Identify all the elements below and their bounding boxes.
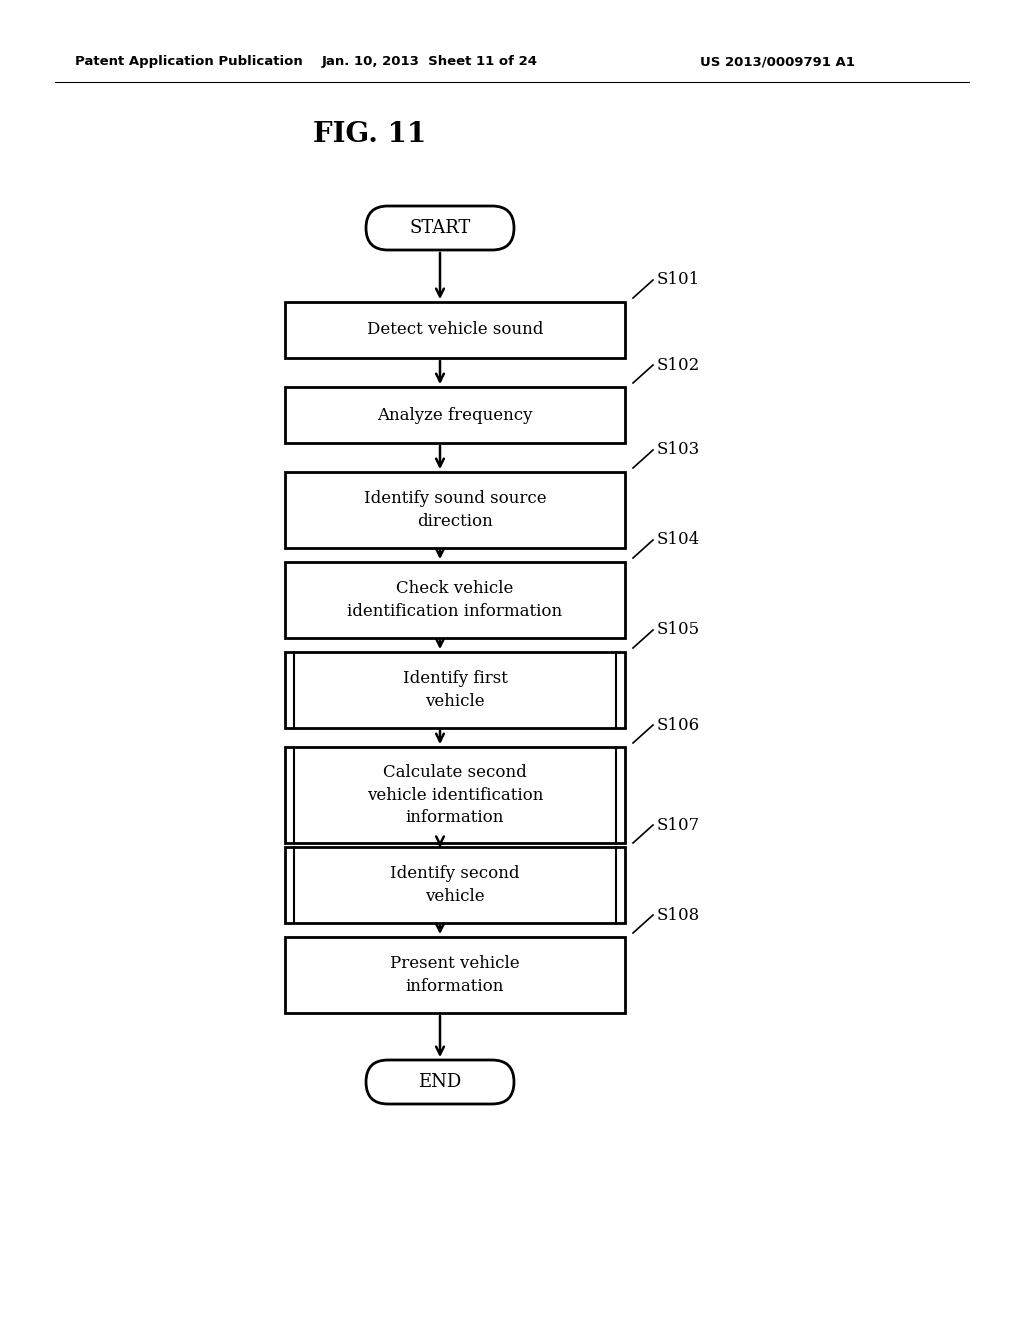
Text: S106: S106 xyxy=(657,717,700,734)
Bar xyxy=(285,652,625,729)
Bar xyxy=(285,847,625,923)
Text: Present vehicle
information: Present vehicle information xyxy=(390,956,520,994)
Text: Identify first
vehicle: Identify first vehicle xyxy=(402,671,508,710)
Text: Identify sound source
direction: Identify sound source direction xyxy=(364,491,547,529)
Bar xyxy=(285,747,625,843)
FancyBboxPatch shape xyxy=(366,206,514,249)
Bar xyxy=(285,302,625,358)
FancyBboxPatch shape xyxy=(366,1060,514,1104)
Text: S108: S108 xyxy=(657,907,700,924)
Text: Jan. 10, 2013  Sheet 11 of 24: Jan. 10, 2013 Sheet 11 of 24 xyxy=(322,55,538,69)
Text: S107: S107 xyxy=(657,817,700,833)
Text: FIG. 11: FIG. 11 xyxy=(313,121,427,149)
Text: Detect vehicle sound: Detect vehicle sound xyxy=(367,322,543,338)
Bar xyxy=(285,562,625,638)
Bar xyxy=(285,937,625,1012)
Text: S102: S102 xyxy=(657,356,700,374)
Bar xyxy=(285,387,625,444)
Text: Identify second
vehicle: Identify second vehicle xyxy=(390,866,520,904)
Text: S103: S103 xyxy=(657,441,700,458)
Text: Check vehicle
identification information: Check vehicle identification information xyxy=(347,581,562,619)
Text: Calculate second
vehicle identification
information: Calculate second vehicle identification … xyxy=(367,764,543,826)
Text: START: START xyxy=(410,219,471,238)
Text: S104: S104 xyxy=(657,532,700,549)
Text: Analyze frequency: Analyze frequency xyxy=(377,407,532,424)
Text: S105: S105 xyxy=(657,622,700,639)
Bar xyxy=(285,473,625,548)
Text: S101: S101 xyxy=(657,272,700,289)
Text: END: END xyxy=(419,1073,462,1092)
Text: Patent Application Publication: Patent Application Publication xyxy=(75,55,303,69)
Text: US 2013/0009791 A1: US 2013/0009791 A1 xyxy=(700,55,855,69)
